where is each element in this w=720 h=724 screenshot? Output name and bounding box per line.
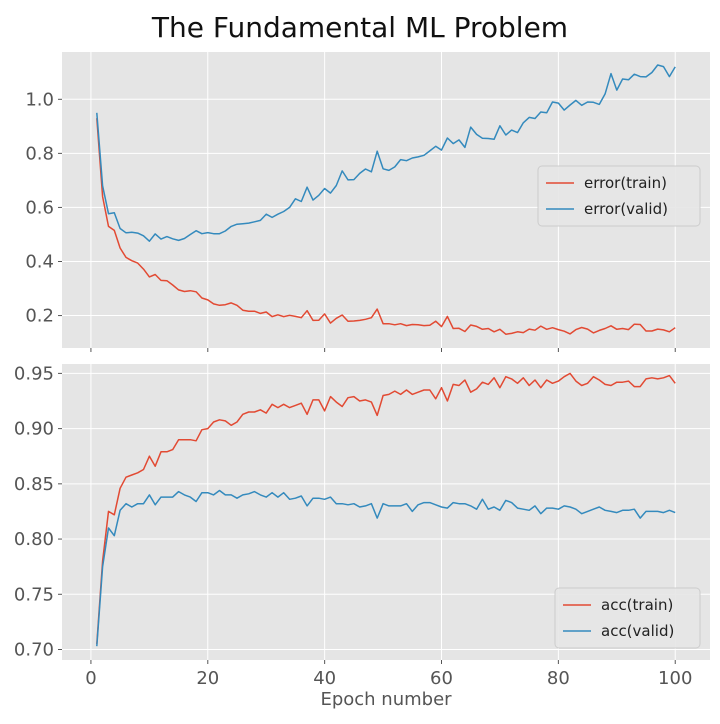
x-tick-label: 40 [313, 668, 336, 689]
y-tick-label: 0.90 [14, 419, 54, 440]
series-line-acc-train [96, 372, 676, 645]
error-plot-panel: 0.2 0.4 0.6 0.8 1.0 error(train) error(valid) [25, 52, 710, 352]
x-tick-label: 0 [85, 668, 96, 689]
y-tick-label: 1.0 [25, 89, 54, 110]
y-tick-label: 0.75 [14, 584, 54, 605]
legend: acc(train) acc(valid) [554, 587, 701, 649]
y-tick-label: 0.85 [14, 474, 54, 495]
y-tick-label: 0.70 [14, 640, 54, 661]
series-line-error-train [96, 118, 676, 335]
y-tick-label: 0.8 [25, 143, 54, 164]
legend-box [554, 587, 701, 649]
legend-box [537, 165, 701, 227]
x-axis-label: Epoch number [320, 689, 452, 710]
y-tick-label: 0.6 [25, 197, 54, 218]
x-tick-label: 80 [547, 668, 570, 689]
x-tick-label: 20 [196, 668, 219, 689]
y-tick-label: 0.2 [25, 306, 54, 327]
y-tick-label: 0.95 [14, 363, 54, 384]
x-tick-label: 100 [658, 668, 692, 689]
legend-label: acc(valid) [601, 622, 674, 640]
legend: error(train) error(valid) [537, 165, 701, 227]
chart-title: The Fundamental ML Problem [151, 11, 568, 44]
x-tick-label: 60 [430, 668, 453, 689]
series-line-error-valid [96, 64, 676, 242]
y-tick-label: 0.80 [14, 529, 54, 550]
legend-label: error(valid) [584, 200, 668, 218]
series-line-acc-valid [96, 489, 676, 647]
legend-label: acc(train) [601, 596, 673, 614]
legend-label: error(train) [584, 174, 667, 192]
accuracy-plot-panel: 0 20 40 60 80 100 0.70 0.75 0.80 0.85 0.90 0.95 acc(… [14, 363, 710, 689]
y-tick-label: 0.4 [25, 251, 54, 272]
